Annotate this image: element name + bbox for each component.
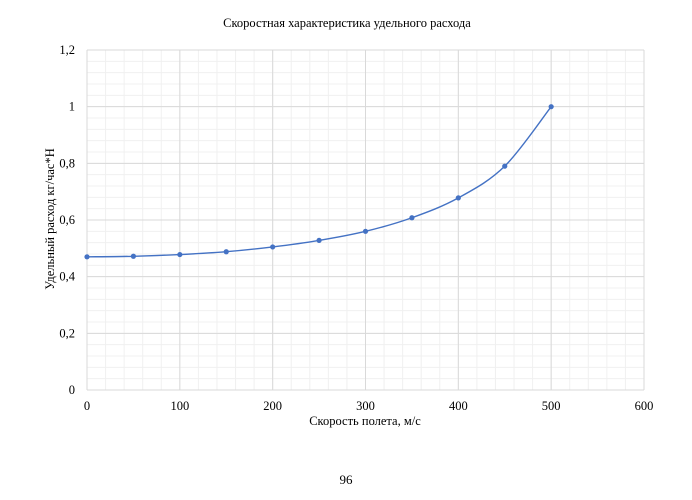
data-points	[84, 104, 554, 260]
x-tick-labels: 0 100 200 300 400 500 600	[84, 399, 654, 413]
x-tick-label: 400	[449, 399, 468, 413]
x-axis-label: Скорость полета, м/с	[309, 414, 421, 428]
page-number: 96	[339, 472, 353, 487]
x-tick-label: 600	[635, 399, 654, 413]
y-tick-labels: 0 0,2 0,4 0,6 0,8 1 1,2	[59, 43, 75, 397]
data-point	[502, 163, 508, 169]
y-axis-label: Удельный расход кг/час*Н	[43, 148, 57, 290]
y-tick-label: 1,2	[59, 43, 75, 57]
x-tick-label: 0	[84, 399, 90, 413]
data-point	[84, 254, 90, 260]
x-tick-label: 300	[356, 399, 375, 413]
chart-title: Скоростная характеристика удельного расх…	[223, 16, 471, 30]
grid-major	[86, 49, 645, 391]
x-tick-label: 500	[542, 399, 561, 413]
y-tick-label: 0	[69, 383, 75, 397]
data-point	[316, 237, 322, 243]
data-point	[223, 249, 229, 255]
y-tick-label: 0,8	[59, 156, 75, 170]
y-tick-label: 1	[69, 100, 75, 114]
data-point	[548, 104, 554, 110]
y-tick-label: 0,2	[59, 326, 75, 340]
data-point	[270, 244, 276, 250]
data-point	[409, 215, 415, 221]
data-point	[130, 253, 137, 259]
data-point	[362, 228, 369, 234]
x-tick-label: 100	[170, 399, 189, 413]
y-tick-label: 0,4	[59, 270, 75, 284]
data-point	[177, 251, 183, 258]
y-tick-label: 0,6	[59, 213, 75, 227]
data-point	[455, 195, 461, 201]
x-tick-label: 200	[263, 399, 282, 413]
